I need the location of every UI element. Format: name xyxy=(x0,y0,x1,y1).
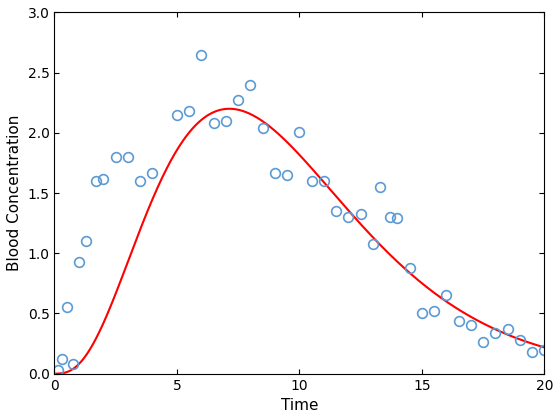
Y-axis label: Blood Concentration: Blood Concentration xyxy=(7,115,22,271)
X-axis label: Time: Time xyxy=(281,398,318,413)
